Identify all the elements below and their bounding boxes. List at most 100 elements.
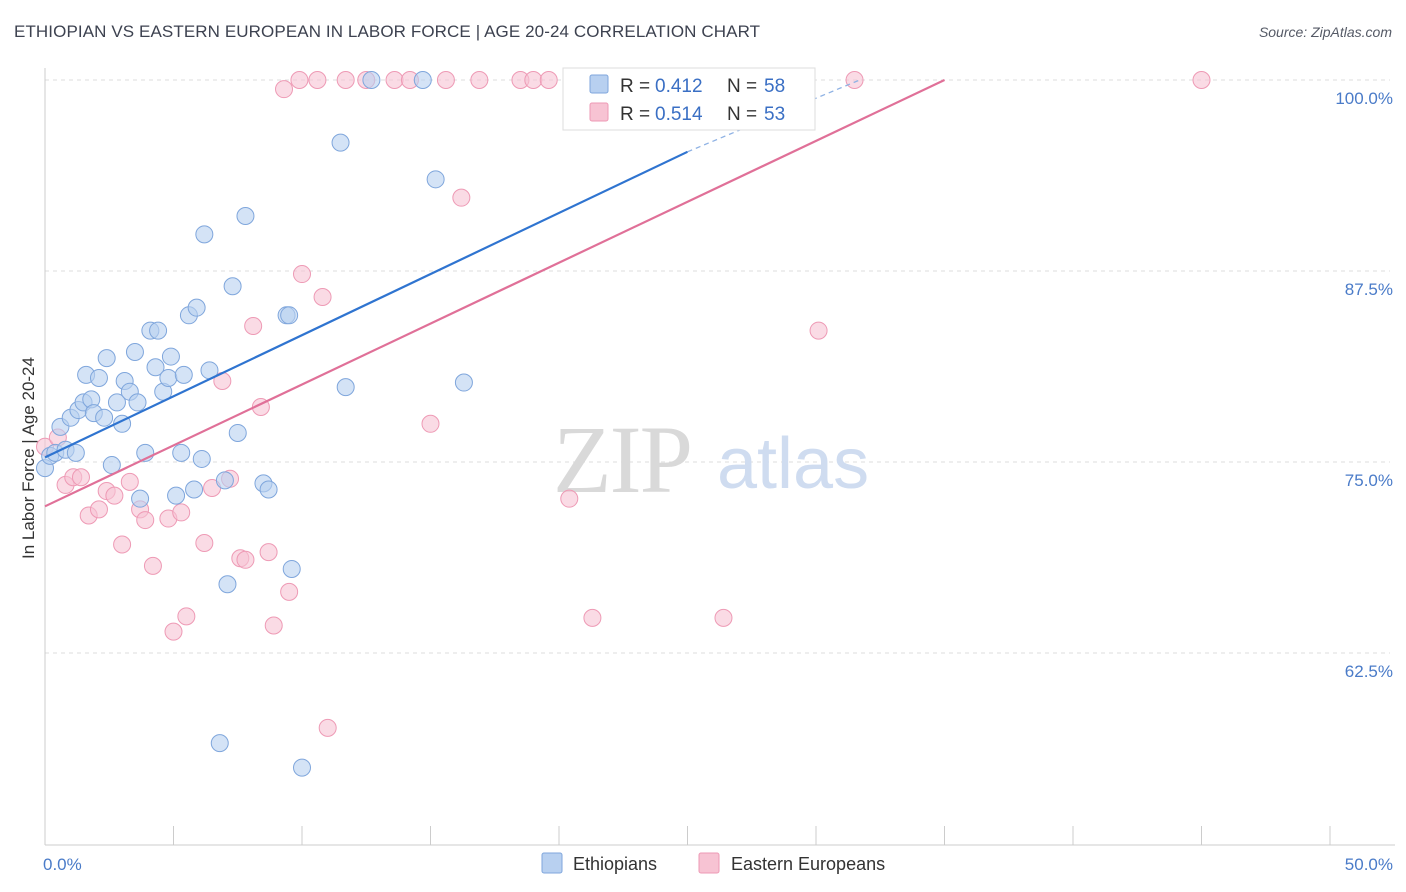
point-eastern-europeans-44	[524, 71, 543, 89]
source-credit: Source: ZipAtlas.com	[1258, 24, 1392, 40]
trend-line-ethiopians	[44, 150, 688, 459]
point-ethiopians-55	[426, 170, 445, 189]
legend-n-label-2: N =	[727, 104, 762, 125]
point-ethiopians-50	[293, 758, 311, 777]
x-tick-label-0: 0.0%	[43, 855, 82, 874]
legend-r-value-2: 0.514	[655, 104, 703, 125]
watermark: ZIP atlas	[553, 406, 869, 513]
legend-r-label-1: R =	[620, 76, 655, 97]
series-ethiopians	[36, 71, 586, 777]
chart-title: ETHIOPIAN VS EASTERN EUROPEAN IN LABOR F…	[14, 22, 761, 41]
point-eastern-europeans-49	[714, 608, 733, 627]
point-ethiopians-26	[149, 321, 168, 340]
gridlines	[45, 79, 1390, 654]
point-eastern-europeans-33	[313, 287, 332, 306]
point-eastern-europeans-31	[293, 265, 311, 284]
legend-n-value-2: 53	[764, 104, 785, 125]
y-axis-label: In Labor Force | Age 20-24	[19, 357, 38, 559]
point-eastern-europeans-37	[385, 71, 404, 89]
point-eastern-europeans-4	[71, 468, 90, 487]
legend-swatch-ethiopians	[589, 74, 609, 94]
point-ethiopians-6	[66, 443, 85, 462]
point-eastern-europeans-52	[1192, 71, 1211, 89]
watermark-atlas: atlas	[717, 424, 869, 504]
point-ethiopians-13	[95, 408, 114, 427]
legend-swatch-eastern-europeans	[589, 102, 609, 122]
point-ethiopians-32	[174, 365, 193, 384]
legend-n-label-1: N =	[727, 76, 762, 97]
point-eastern-europeans-35	[336, 71, 355, 89]
point-ethiopians-20	[125, 342, 144, 361]
point-eastern-europeans-12	[136, 511, 155, 530]
point-eastern-europeans-47	[583, 608, 602, 627]
y-tick-labels: 62.5% 75.0% 87.5% 100.0%	[1335, 89, 1393, 681]
point-ethiopians-41	[218, 575, 237, 594]
point-ethiopians-28	[159, 368, 178, 387]
point-ethiopians-44	[236, 206, 255, 225]
point-ethiopians-43	[228, 423, 247, 442]
legend-box: R = 0.412 N = 58 R = 0.514 N = 53	[562, 67, 816, 131]
point-eastern-europeans-9	[113, 535, 132, 554]
x-tick-labels: 0.0% 50.0%	[43, 855, 1393, 874]
point-eastern-europeans-29	[280, 582, 299, 601]
point-eastern-europeans-51	[845, 71, 864, 89]
point-ethiopians-31	[172, 443, 191, 462]
point-ethiopians-29	[161, 347, 180, 366]
bottom-legend-swatch-eastern-europeans	[698, 852, 720, 874]
point-eastern-europeans-34	[318, 718, 337, 737]
trend-line-eastern-europeans	[44, 79, 945, 508]
series-eastern-europeans	[36, 71, 1211, 737]
point-ethiopians-22	[131, 489, 150, 508]
point-eastern-europeans-24	[244, 317, 263, 336]
point-eastern-europeans-45	[539, 71, 558, 89]
bottom-legend: Ethiopians Eastern Europeans	[541, 852, 885, 874]
point-ethiopians-51	[331, 133, 350, 152]
y-tick-label-3: 100.0%	[1335, 89, 1393, 108]
legend-n-value-1: 58	[764, 76, 785, 97]
point-eastern-europeans-27	[264, 616, 283, 635]
bottom-legend-swatch-ethiopians	[541, 852, 563, 874]
legend-r-value-1: 0.412	[655, 76, 703, 97]
y-tick-label-2: 87.5%	[1345, 280, 1393, 299]
point-eastern-europeans-16	[172, 503, 191, 522]
point-eastern-europeans-41	[452, 188, 471, 207]
point-eastern-europeans-23	[236, 550, 255, 569]
point-ethiopians-12	[89, 368, 108, 387]
point-ethiopians-39	[210, 734, 229, 753]
point-ethiopians-34	[185, 480, 204, 499]
point-eastern-europeans-10	[120, 472, 139, 491]
point-ethiopians-30	[167, 486, 186, 505]
point-ethiopians-37	[195, 225, 214, 244]
point-ethiopians-53	[362, 71, 381, 89]
point-ethiopians-16	[107, 393, 126, 412]
point-ethiopians-35	[187, 298, 206, 317]
point-eastern-europeans-26	[259, 543, 278, 562]
point-eastern-europeans-46	[560, 489, 579, 508]
point-ethiopians-36	[192, 449, 211, 468]
x-tick-label-1: 50.0%	[1345, 855, 1393, 874]
point-eastern-europeans-8	[105, 486, 124, 505]
point-ethiopians-48	[280, 306, 299, 325]
point-ethiopians-49	[282, 559, 301, 578]
point-eastern-europeans-18	[195, 533, 214, 552]
point-eastern-europeans-13	[143, 556, 162, 575]
point-ethiopians-56	[454, 373, 473, 392]
legend-r-label-2: R =	[620, 104, 655, 125]
point-ethiopians-52	[336, 378, 355, 397]
point-ethiopians-46	[259, 480, 278, 499]
point-eastern-europeans-30	[290, 71, 309, 89]
point-eastern-europeans-50	[809, 321, 828, 340]
point-eastern-europeans-39	[421, 414, 440, 433]
point-eastern-europeans-42	[470, 71, 489, 89]
point-eastern-europeans-17	[177, 607, 196, 626]
point-ethiopians-14	[97, 349, 116, 368]
point-ethiopians-42	[223, 277, 242, 296]
point-eastern-europeans-40	[436, 71, 455, 89]
bottom-legend-label-eastern-europeans: Eastern Europeans	[731, 854, 885, 874]
point-eastern-europeans-6	[89, 500, 108, 519]
point-eastern-europeans-32	[308, 71, 327, 89]
point-ethiopians-21	[128, 393, 147, 412]
bottom-legend-label-ethiopians: Ethiopians	[573, 854, 657, 874]
point-eastern-europeans-15	[164, 622, 183, 641]
